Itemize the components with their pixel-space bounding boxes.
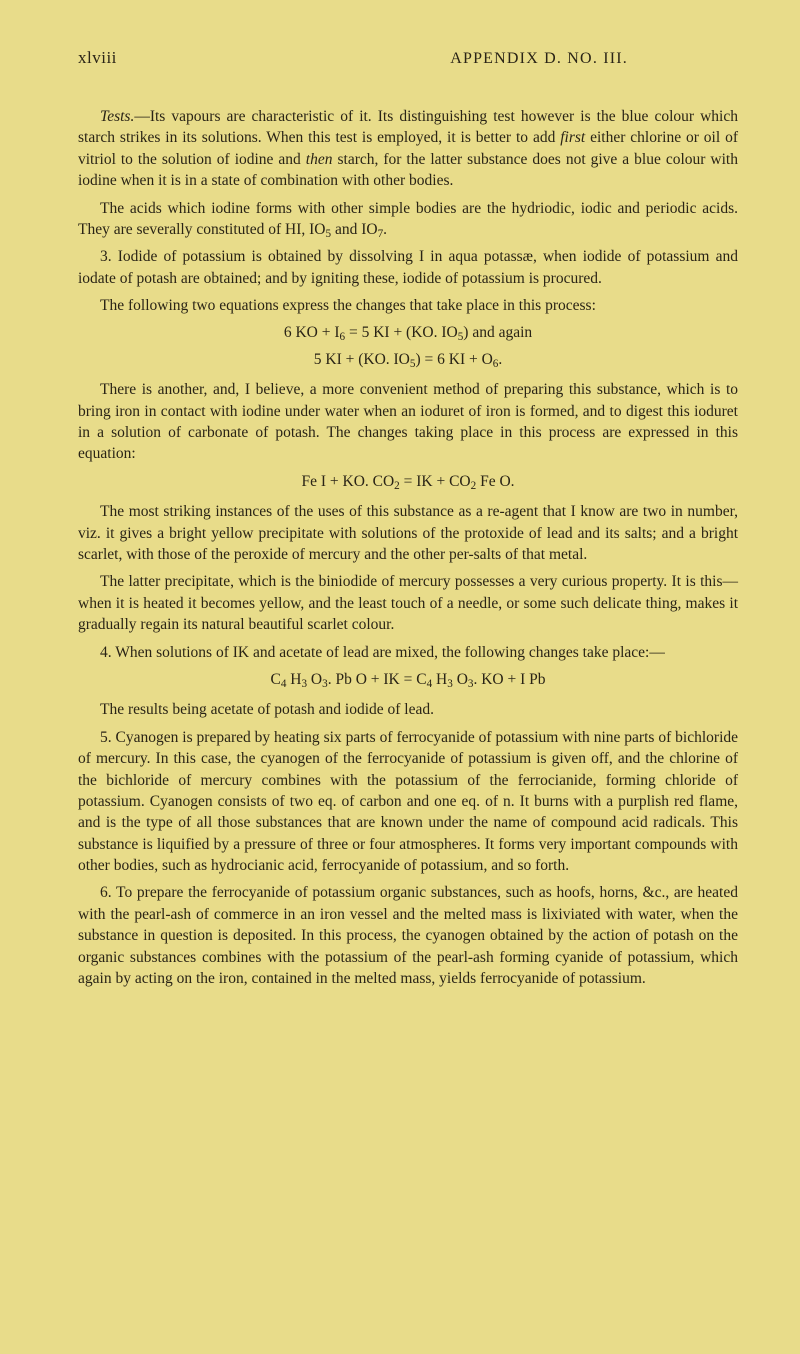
paragraph-5: 5. Cyanogen is prepared by heating six p… xyxy=(78,727,738,877)
equation-2: Fe I + KO. CO2 = IK + CO2 Fe O. xyxy=(78,471,738,493)
paragraph-3: 3. Iodide of potassium is obtained by di… xyxy=(78,246,738,289)
equation-1b: 5 KI + (KO. IO5) = 6 KI + O6. xyxy=(78,349,738,371)
running-head: APPENDIX D. NO. III. xyxy=(450,50,628,68)
page-number: xlviii xyxy=(78,48,117,68)
paragraph-latter-precipitate: The latter precipitate, which is the bin… xyxy=(78,571,738,635)
equation-block-1: 6 KO + I6 = 5 KI + (KO. IO5) and again 5… xyxy=(78,322,738,371)
equation-1a: 6 KO + I6 = 5 KI + (KO. IO5) and again xyxy=(78,322,738,344)
paragraph-tests: Tests.—Its vapours are characteristic of… xyxy=(78,106,738,192)
equation-block-3: C4 H3 O3. Pb O + IK = C4 H3 O3. KO + I P… xyxy=(78,669,738,691)
page: xlviii APPENDIX D. NO. III. Tests.—Its v… xyxy=(0,0,800,1043)
page-header: xlviii APPENDIX D. NO. III. xyxy=(78,48,738,68)
paragraph-results: The results being acetate of potash and … xyxy=(78,699,738,720)
paragraph-4: 4. When solutions of IK and acetate of l… xyxy=(78,642,738,663)
paragraph-another-method: There is another, and, I believe, a more… xyxy=(78,379,738,465)
paragraph-acids: The acids which iodine forms with other … xyxy=(78,198,738,241)
equation-block-2: Fe I + KO. CO2 = IK + CO2 Fe O. xyxy=(78,471,738,493)
equation-3: C4 H3 O3. Pb O + IK = C4 H3 O3. KO + I P… xyxy=(78,669,738,691)
paragraph-6: 6. To prepare the ferrocyanide of potass… xyxy=(78,882,738,989)
paragraph-equations-intro: The following two equations express the … xyxy=(78,295,738,316)
paragraph-striking: The most striking instances of the uses … xyxy=(78,501,738,565)
